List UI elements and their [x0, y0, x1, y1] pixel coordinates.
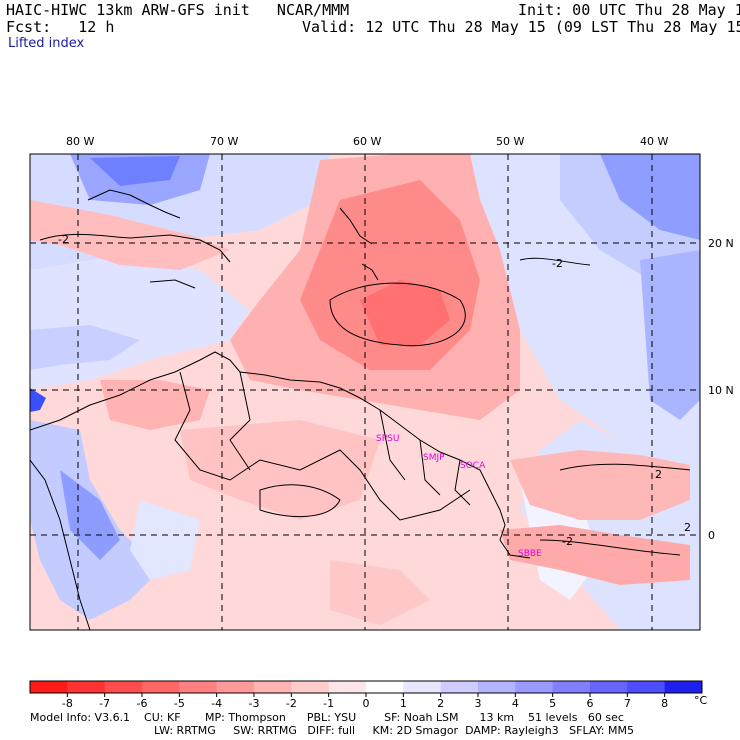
lon-label-70w: 70 W: [210, 135, 238, 148]
colorbar-swatch: [291, 681, 330, 693]
colorbar-tick-label: 1: [400, 697, 407, 710]
colorbar: [29, 680, 703, 694]
colorbar-swatch: [30, 681, 68, 693]
map-title: HAIC-HIWC 13km ARW-GFS init NCAR/MMM: [6, 1, 350, 19]
model-info-line2: LW: RRTMG SW: RRTMG DIFF: full KM: 2D Sm…: [154, 724, 634, 737]
colorbar-swatch: [440, 681, 479, 693]
colorbar-swatch: [216, 681, 255, 693]
colorbar-tick-label: -6: [137, 697, 148, 710]
lat-label-20n: 20 N: [708, 237, 734, 250]
li-contours: [39, 233, 691, 556]
colorbar-ticks: -8 -7 -6 -5 -4 -3 -2 -1 0 1 2 3 4 5 6 7 8: [62, 693, 668, 710]
colorbar-swatch: [627, 681, 666, 693]
contour-label: -2: [552, 257, 563, 270]
station-label: SOCA: [460, 461, 486, 471]
colorbar-swatch: [67, 681, 106, 693]
map-frame: [29, 153, 701, 631]
colorbar-tick-label: -1: [323, 697, 334, 710]
lifted-index-field: [30, 154, 700, 630]
colorbar-tick-label: -4: [211, 697, 222, 710]
lon-label-50w: 50 W: [496, 135, 524, 148]
lon-label-60w: 60 W: [353, 135, 381, 148]
colorbar-tick-label: -3: [249, 697, 260, 710]
colorbar-swatch: [552, 681, 591, 693]
colorbar-swatch: [254, 681, 292, 693]
station-label: SPSU: [376, 434, 399, 444]
colorbar-swatch: [328, 681, 367, 693]
colorbar-tick-label: -8: [62, 697, 73, 710]
colorbar-tick-label: 5: [549, 697, 556, 710]
colorbar-swatch: [664, 681, 703, 693]
model-info-line1: Model Info: V3.6.1 CU: KF MP: Thompson P…: [30, 711, 624, 724]
colorbar-tick-label: 7: [624, 697, 631, 710]
contour-label: 2: [684, 521, 691, 534]
field-name: Lifted index: [8, 36, 85, 51]
colorbar-swatch: [366, 681, 404, 693]
forecast-hour: Fcst: 12 h: [6, 18, 115, 36]
lat-label-10n: 10 N: [708, 384, 734, 397]
colorbar-tick-label: -5: [174, 697, 185, 710]
colorbar-tick-label: 6: [587, 697, 594, 710]
colorbar-swatch: [478, 681, 516, 693]
colorbar-swatch: [403, 681, 442, 693]
colorbar-swatch: [590, 681, 628, 693]
contour-label: -2: [562, 535, 573, 548]
valid-time: Valid: 12 UTC Thu 28 May 15 (09 LST Thu …: [302, 18, 740, 36]
station-label: SMJP: [423, 453, 445, 463]
lon-label-40w: 40 W: [640, 135, 668, 148]
colorbar-swatch: [179, 681, 218, 693]
station-label: SBBE: [518, 549, 542, 559]
latlon-grid: [30, 154, 700, 630]
colorbar-tick-label: -2: [286, 697, 297, 710]
colorbar-tick-label: 2: [437, 697, 444, 710]
colorbar-unit: °C: [694, 694, 708, 707]
contour-label: -2: [58, 233, 69, 246]
colorbar-tick-label: 4: [512, 697, 519, 710]
colorbar-tick-label: 3: [475, 697, 482, 710]
colorbar-tick-label: -7: [99, 697, 110, 710]
colorbar-tick-label: 0: [363, 697, 370, 710]
init-time: Init: 00 UTC Thu 28 May 15: [518, 1, 740, 19]
contour-label: 2: [655, 468, 662, 481]
lat-label-0: 0: [708, 529, 715, 542]
colorbar-swatch: [142, 681, 180, 693]
lon-label-80w: 80 W: [66, 135, 94, 148]
colorbar-swatch: [104, 681, 143, 693]
colorbar-tick-label: 8: [661, 697, 668, 710]
colorbar-swatch: [515, 681, 554, 693]
